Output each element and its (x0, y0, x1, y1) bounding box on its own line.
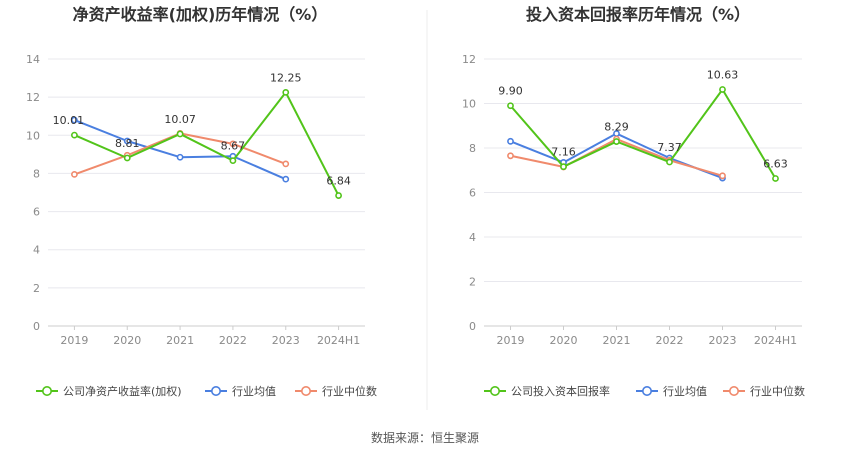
data-label: 8.81 (115, 137, 140, 150)
legend-item[interactable]: 公司投入资本回报率 (484, 384, 610, 398)
chart-title: 净资产收益率(加权)历年情况（%） (73, 5, 328, 24)
x-tick-label: 2021 (166, 334, 194, 347)
data-point (282, 160, 290, 168)
legend-label: 行业均值 (232, 385, 276, 398)
data-point (123, 154, 131, 162)
legend-label: 公司投入资本回报率 (511, 384, 610, 398)
data-label: 9.90 (498, 85, 523, 98)
x-tick-label: 2023 (272, 334, 300, 347)
series-line (509, 88, 777, 179)
data-label: 10.01 (53, 114, 85, 127)
legend-marker (728, 385, 739, 396)
data-point (176, 153, 184, 161)
legend-item[interactable]: 行业中位数 (723, 384, 805, 398)
y-tick-label: 12 (26, 91, 40, 104)
data-label: 6.84 (326, 175, 351, 188)
x-tick-label: 2020 (113, 334, 141, 347)
y-tick-label: 6 (33, 206, 40, 219)
y-tick-label: 0 (469, 320, 476, 333)
data-label: 7.16 (551, 146, 576, 159)
data-point (772, 175, 779, 182)
series-line (74, 91, 340, 197)
data-point (71, 170, 78, 178)
data-point (560, 163, 567, 171)
data-label: 10.63 (707, 68, 739, 81)
y-tick-label: 4 (469, 231, 476, 244)
legend-marker (489, 385, 500, 396)
y-tick-label: 4 (33, 244, 40, 257)
data-point (282, 175, 290, 183)
x-tick-label: 2021 (603, 334, 631, 347)
data-point (123, 137, 131, 145)
y-tick-label: 2 (33, 282, 40, 295)
data-point (613, 138, 620, 145)
y-tick-label: 0 (33, 320, 40, 333)
chart-title: 投入资本回报率历年情况（%） (526, 5, 750, 24)
data-point (335, 192, 342, 199)
data-point (176, 130, 184, 138)
legend-marker (641, 385, 652, 396)
x-tick-label: 2023 (709, 334, 737, 347)
roic-chart: 投入资本回报率历年情况（%） 0 2 4 6 8 10 12 2019 2020 2021 2022 2… (462, 5, 805, 398)
data-label: 12.25 (270, 71, 302, 84)
data-point (71, 116, 78, 124)
y-tick-label: 14 (26, 53, 40, 66)
data-point (666, 158, 673, 166)
y-tick-label: 8 (33, 167, 40, 180)
x-tick-label: 2024H1 (317, 334, 360, 347)
data-point (719, 172, 726, 180)
legend-item[interactable]: 行业均值 (205, 385, 276, 398)
x-tick-label: 2024H1 (754, 334, 797, 347)
data-point (507, 152, 514, 160)
data-point (229, 140, 237, 148)
x-tick-label: 2022 (656, 334, 684, 347)
legend-label: 行业中位数 (322, 384, 377, 398)
data-label: 7.37 (657, 141, 682, 154)
x-tick-label: 2022 (219, 334, 247, 347)
y-tick-label: 10 (26, 129, 40, 142)
y-tick-label: 12 (462, 53, 476, 66)
legend-label: 公司净资产收益率(加权) (63, 384, 182, 398)
data-point (507, 102, 514, 110)
x-tick-label: 2020 (550, 334, 578, 347)
data-point (71, 131, 78, 139)
data-label: 10.07 (164, 113, 196, 126)
legend-item[interactable]: 行业中位数 (295, 384, 377, 398)
y-tick-label: 10 (462, 98, 476, 111)
data-point (507, 137, 514, 145)
y-tick-label: 8 (469, 142, 476, 155)
legend-item[interactable]: 行业均值 (636, 385, 707, 398)
x-tick-label: 2019 (60, 334, 88, 347)
data-point (229, 157, 237, 165)
y-tick-label: 2 (469, 276, 476, 289)
legend-item[interactable]: 公司净资产收益率(加权) (36, 384, 182, 398)
data-point (719, 86, 726, 93)
roe-chart: 净资产收益率(加权)历年情况（%） 0 2 4 6 8 10 12 14 2019 2020 2021… (26, 5, 377, 398)
legend-label: 行业中位数 (750, 384, 805, 398)
data-source-note: 数据来源：恒生聚源 (371, 430, 479, 445)
data-label: 8.67 (221, 140, 246, 153)
legend-marker (300, 385, 311, 396)
legend-marker (211, 385, 222, 396)
data-point (282, 88, 290, 96)
x-tick-label: 2019 (497, 334, 525, 347)
legend-label: 行业均值 (663, 385, 707, 398)
data-label: 8.29 (604, 121, 629, 134)
legend-marker (41, 385, 52, 396)
y-tick-label: 6 (469, 187, 476, 200)
data-label: 6.63 (763, 157, 788, 170)
